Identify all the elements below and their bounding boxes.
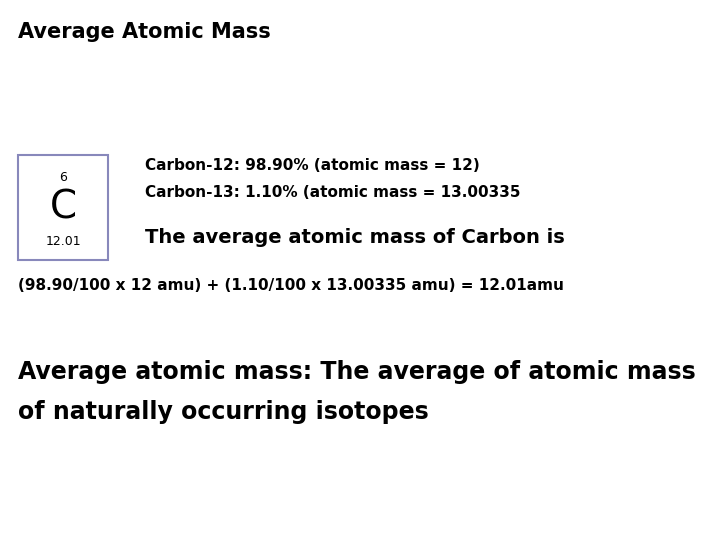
Text: 12.01: 12.01 bbox=[45, 235, 81, 248]
Text: The average atomic mass of Carbon is: The average atomic mass of Carbon is bbox=[145, 228, 564, 247]
Text: (98.90/100 x 12 amu) + (1.10/100 x 13.00335 amu) = 12.01amu: (98.90/100 x 12 amu) + (1.10/100 x 13.00… bbox=[18, 278, 564, 293]
Text: of naturally occurring isotopes: of naturally occurring isotopes bbox=[18, 400, 428, 424]
Bar bbox=[18, 155, 108, 260]
Text: 6: 6 bbox=[59, 171, 67, 184]
Text: C: C bbox=[50, 188, 76, 226]
Text: Carbon-13: 1.10% (atomic mass = 13.00335: Carbon-13: 1.10% (atomic mass = 13.00335 bbox=[145, 185, 521, 200]
Text: Average atomic mass: The average of atomic mass: Average atomic mass: The average of atom… bbox=[18, 360, 696, 384]
Text: Carbon-12: 98.90% (atomic mass = 12): Carbon-12: 98.90% (atomic mass = 12) bbox=[145, 158, 480, 173]
Text: Average Atomic Mass: Average Atomic Mass bbox=[18, 22, 271, 42]
